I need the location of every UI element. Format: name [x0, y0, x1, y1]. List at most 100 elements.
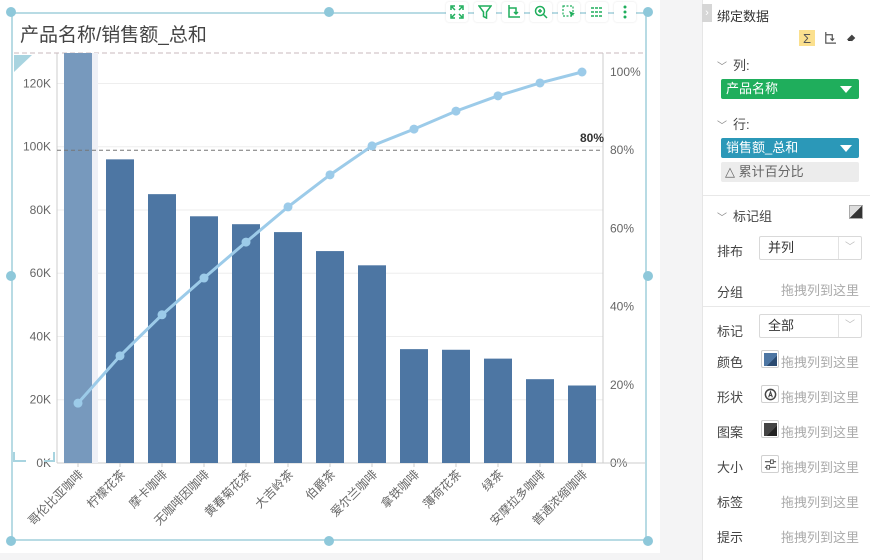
cumulative-point[interactable]	[451, 106, 461, 116]
resize-handle-tl[interactable]	[6, 7, 16, 17]
eraser-icon[interactable]	[843, 30, 859, 46]
marks-section-toggle[interactable]: ﹀ 标记组	[717, 209, 773, 224]
size-drop-zone[interactable]: 拖拽列到这里	[780, 460, 859, 475]
resize-handle-tr[interactable]	[643, 7, 653, 17]
list-icon	[591, 7, 603, 17]
zoom-in-button[interactable]	[530, 2, 552, 22]
more-button[interactable]	[614, 2, 636, 22]
mark-select[interactable]: 全部 ﹀	[759, 314, 862, 338]
cumulative-point[interactable]	[199, 273, 209, 283]
color-label: 颜色	[717, 355, 744, 370]
bar[interactable]	[190, 216, 218, 463]
group-drop-zone[interactable]: 拖拽列到这里	[780, 283, 859, 298]
y-tick-label: 40K	[30, 329, 51, 343]
pattern-drop-zone[interactable]: 拖拽列到这里	[780, 425, 859, 440]
zoom-in-icon	[534, 5, 548, 19]
resize-handle-br[interactable]	[643, 536, 653, 546]
y2-tick-label: 40%	[610, 300, 634, 314]
chevron-down-icon: ﹀	[838, 315, 861, 337]
y-tick-label: 20K	[30, 393, 51, 407]
image-icon[interactable]	[849, 205, 863, 219]
cumulative-point[interactable]	[73, 398, 83, 408]
swap-axes-button[interactable]	[502, 2, 524, 22]
filter-icon	[478, 5, 492, 19]
selection-frame[interactable]	[11, 12, 647, 541]
bar[interactable]	[568, 385, 596, 463]
select-icon	[562, 5, 575, 17]
color-swatch-icon[interactable]	[761, 350, 779, 368]
more-icon	[623, 5, 627, 19]
size-icon[interactable]	[761, 455, 779, 473]
warning-triangle-icon: △	[725, 164, 739, 179]
chart-card[interactable]: 产品名称/销售额_总和 0K 20K 40K 60K 80K 100K 120K 0% 20% 4…	[0, 0, 660, 553]
collapse-panel-button[interactable]: ›	[702, 4, 712, 22]
resize-handle-bm[interactable]	[324, 536, 334, 546]
chart-title: 产品名称/销售额_总和	[20, 25, 207, 46]
select-button[interactable]	[558, 2, 580, 22]
bar[interactable]	[442, 349, 470, 463]
list-button[interactable]	[586, 2, 608, 22]
dropdown-arrow-icon[interactable]	[840, 86, 852, 93]
corner-marker	[13, 452, 55, 462]
resize-handle-bl[interactable]	[6, 536, 16, 546]
resize-handle-mr[interactable]	[643, 271, 653, 281]
cumulative-point[interactable]	[115, 351, 125, 361]
panel-title: 绑定数据	[717, 9, 770, 24]
fullscreen-button[interactable]	[446, 2, 468, 22]
bar[interactable]	[148, 194, 176, 463]
columns-field-pill[interactable]: 产品名称	[721, 79, 859, 99]
cumulative-point[interactable]	[325, 170, 335, 180]
y-tick-label: 60K	[30, 266, 51, 280]
bar[interactable]	[274, 232, 302, 463]
bar[interactable]	[232, 224, 260, 463]
cumulative-point[interactable]	[577, 67, 587, 77]
swap-icon[interactable]	[821, 30, 837, 46]
columns-section-toggle[interactable]: ﹀ 列:	[717, 58, 750, 73]
shape-icon[interactable]	[761, 385, 779, 403]
y-tick-label: 80K	[30, 203, 51, 217]
bar[interactable]	[526, 379, 554, 463]
sigma-icon[interactable]: Σ	[799, 30, 815, 46]
bar[interactable]	[400, 349, 428, 463]
pattern-icon[interactable]	[761, 420, 779, 438]
label-drop-zone[interactable]: 拖拽列到这里	[780, 495, 859, 510]
cumulative-point[interactable]	[535, 78, 545, 88]
filter-button[interactable]	[474, 2, 496, 22]
chart-plot[interactable]: 0K20K40K60K80K100K120K0%20%40%60%80%100%…	[0, 0, 660, 553]
resize-handle-tm[interactable]	[324, 7, 334, 17]
y2-tick-label: 100%	[610, 65, 641, 79]
bind-data-panel: › 绑定数据 Σ ﹀ 列: 产品名称 ﹀ 行: 销售额_总和 △ 累计百分比 ﹀ 标记…	[702, 0, 870, 560]
bar[interactable]	[316, 251, 344, 463]
cumulative-point[interactable]	[409, 124, 419, 134]
dropdown-arrow-icon[interactable]	[840, 145, 852, 152]
cumulative-percent-pill[interactable]: △ 累计百分比	[721, 162, 859, 182]
chart-toolbar	[446, 2, 636, 22]
y2-tick-label: 60%	[610, 221, 634, 235]
layout-select[interactable]: 并列 ﹀	[759, 236, 862, 260]
rows-field-pill[interactable]: 销售额_总和	[721, 138, 859, 158]
swap-axes-icon	[508, 5, 520, 18]
tooltip-drop-zone[interactable]: 拖拽列到这里	[780, 530, 859, 545]
cumulative-point[interactable]	[283, 202, 293, 212]
chevron-down-icon: ﹀	[717, 213, 727, 224]
cumulative-point[interactable]	[157, 310, 167, 320]
size-label: 大小	[717, 460, 744, 475]
bar[interactable]	[358, 265, 386, 463]
label-label: 标签	[717, 495, 744, 510]
fullscreen-icon	[450, 5, 464, 19]
cumulative-point[interactable]	[367, 141, 377, 151]
shape-drop-zone[interactable]: 拖拽列到这里	[780, 390, 859, 405]
y-tick-label: 120K	[23, 76, 51, 90]
bar[interactable]	[484, 358, 512, 463]
group-label: 分组	[717, 285, 744, 300]
chevron-down-icon: ﹀	[838, 237, 861, 259]
y-tick-label: 100K	[23, 140, 51, 154]
rows-section-toggle[interactable]: ﹀ 行:	[717, 117, 750, 132]
resize-handle-ml[interactable]	[6, 271, 16, 281]
cumulative-point[interactable]	[493, 91, 503, 101]
chevron-down-icon: ﹀	[717, 121, 727, 132]
cumulative-point[interactable]	[241, 237, 251, 247]
color-drop-zone[interactable]: 拖拽列到这里	[780, 355, 859, 370]
reference-line-label: 80%	[580, 131, 604, 145]
bar[interactable]	[106, 159, 134, 464]
